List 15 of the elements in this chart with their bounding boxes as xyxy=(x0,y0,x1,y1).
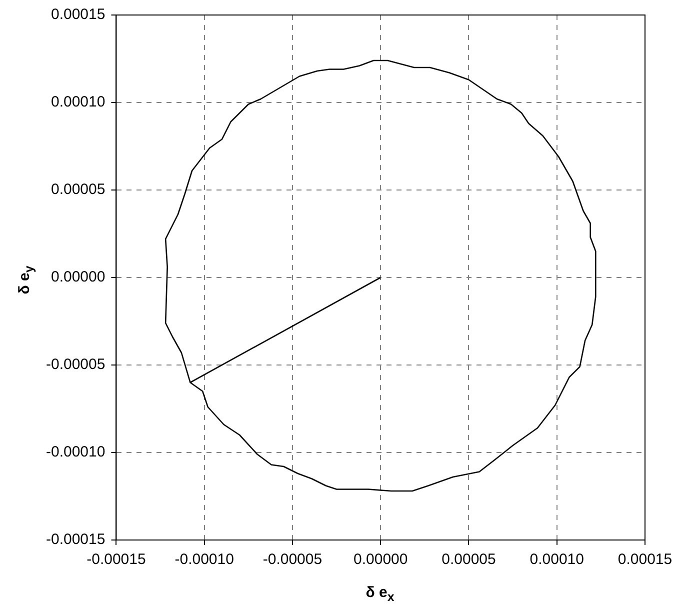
x-tick-label: 0.00000 xyxy=(353,551,408,568)
y-tick-label: 0.00005 xyxy=(50,181,106,198)
y-tick-label: 0.00000 xyxy=(50,268,106,286)
y-tick-label: 0.00010 xyxy=(50,94,106,111)
x-tick-label: -0.00005 xyxy=(262,551,322,568)
x-axis-title: δ e$_{x}$ xyxy=(366,584,394,604)
x-tick-label: 0.00010 xyxy=(530,551,584,568)
x-tick-label: -0.00015 xyxy=(86,551,146,568)
y-tick-label: -0.00010 xyxy=(46,444,106,461)
x-tick-label: 0.00015 xyxy=(618,551,672,568)
y-tick-label: 0.00015 xyxy=(50,6,106,24)
y-tick-label: -0.00005 xyxy=(46,356,106,374)
y-tick-label: -0.00015 xyxy=(46,531,106,548)
x-tick-label: 0.00005 xyxy=(442,551,496,568)
x-tick-label: -0.00010 xyxy=(174,551,234,568)
